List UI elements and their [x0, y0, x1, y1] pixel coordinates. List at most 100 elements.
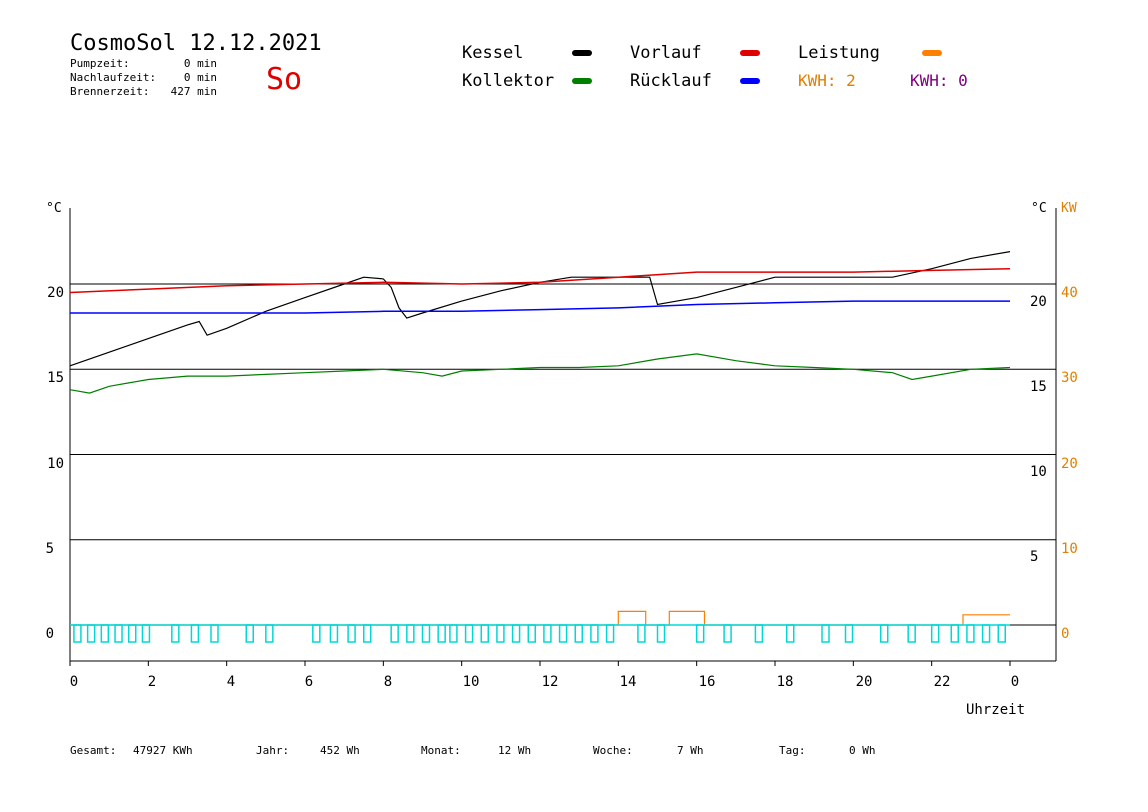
pump-pulse [100, 624, 110, 643]
pump-time-value: 0 min [184, 57, 217, 70]
left-tick-5: 5 [46, 541, 54, 557]
left-tick-labels: 20 15 10 5 0 [46, 285, 64, 642]
overrun-time-value: 0 min [184, 71, 217, 84]
pump-pulse [245, 624, 254, 643]
footer-day-label: Tag: [779, 744, 806, 757]
pump-pulse [363, 624, 372, 643]
legend-label-kollektor: Kollektor [462, 71, 554, 91]
series-line-vorlauf [69, 267, 1011, 294]
pump-pulse [605, 624, 615, 643]
pump-pulse [637, 624, 646, 643]
pump-pulse [527, 624, 536, 643]
right-tick-5: 5 [1030, 549, 1038, 565]
legend-swatch-ruecklauf [740, 78, 760, 84]
footer-total-value: 47927 KWh [133, 744, 193, 757]
series-line-leistung [70, 610, 1010, 626]
pump-pulse [574, 624, 583, 643]
pump-pulse [190, 624, 200, 643]
kw-tick-10: 10 [1061, 541, 1078, 557]
pump-pulse [511, 624, 521, 643]
right-tick-15: 15 [1030, 379, 1047, 395]
pump-pulse [171, 624, 180, 643]
kw-tick-labels: 40 30 20 10 0 [1061, 285, 1078, 642]
left-tick-20: 20 [47, 285, 64, 301]
x-tick-2: 2 [148, 674, 156, 690]
pump-pulse [421, 624, 431, 643]
legend-swatch-kessel [572, 50, 592, 56]
footer-month-label: Monat: [421, 744, 461, 757]
pump-pulse [449, 624, 458, 643]
x-tick-18: 18 [777, 674, 794, 690]
pump-pulse [997, 624, 1006, 643]
x-tick-20: 20 [856, 674, 873, 690]
x-tick-24: 0 [1011, 674, 1019, 690]
x-tick-0: 0 [70, 674, 78, 690]
pump-pulse [210, 624, 219, 643]
pump-pulse [437, 624, 446, 643]
pump-pulse-layer [70, 624, 1010, 643]
pump-pulse [73, 624, 82, 643]
x-tick-16: 16 [699, 674, 716, 690]
footer-month-value: 12 Wh [498, 744, 531, 757]
pump-pulse [723, 624, 732, 643]
footer-year-label: Jahr: [256, 744, 289, 757]
series-line-kessel [69, 251, 1011, 367]
kw-tick-30: 30 [1061, 370, 1078, 386]
pump-pulse [754, 624, 764, 643]
chart-title: CosmoSol 12.12.2021 [70, 31, 322, 56]
footer-day-value: 0 Wh [849, 744, 876, 757]
pump-pulse [558, 624, 568, 643]
pump-pulse [128, 624, 137, 643]
pump-pulse [141, 624, 151, 643]
pump-pulse [543, 624, 552, 643]
pump-pulse [695, 624, 705, 643]
x-tick-22: 22 [934, 674, 951, 690]
pump-pulse [406, 624, 415, 643]
pump-pulse [480, 624, 489, 643]
footer-week-label: Woche: [593, 744, 633, 757]
pump-pulse [312, 624, 321, 643]
series-layer [69, 251, 1011, 626]
pump-pulse [821, 624, 830, 643]
pump-pulse [464, 624, 474, 643]
right-tick-10: 10 [1030, 464, 1047, 480]
footer-week-value: 7 Wh [677, 744, 704, 757]
pump-time-label: Pumpzeit: [70, 57, 130, 70]
legend-swatch-kollektor [572, 78, 592, 84]
x-tick-labels: 0 2 4 6 8 10 12 14 16 18 20 22 0 [70, 674, 1019, 690]
x-tick-4: 4 [227, 674, 235, 690]
left-tick-15: 15 [47, 370, 64, 386]
left-tick-0: 0 [46, 626, 54, 642]
legend-swatch-leistung [922, 50, 942, 56]
burner-time-label: Brennerzeit: [70, 85, 149, 98]
right-tick-labels: 20 15 10 5 [1030, 294, 1047, 565]
pump-pulse [590, 624, 599, 643]
x-tick-marks [69, 661, 1011, 666]
left-tick-10: 10 [47, 456, 64, 472]
x-tick-6: 6 [305, 674, 313, 690]
right-tick-20: 20 [1030, 294, 1047, 310]
kw-tick-20: 20 [1061, 456, 1078, 472]
x-tick-12: 12 [542, 674, 559, 690]
kw-tick-0: 0 [1061, 626, 1069, 642]
kwh-label-1: KWH: 2 [798, 71, 856, 90]
legend-label-kessel: Kessel [462, 43, 523, 63]
x-tick-14: 14 [620, 674, 637, 690]
pump-pulse [950, 624, 959, 643]
pump-pulse [496, 624, 505, 643]
overrun-time-label: Nachlaufzeit: [70, 71, 156, 84]
pump-pulse [981, 624, 991, 643]
left-axis-unit: °C [46, 201, 62, 216]
pump-pulse [880, 624, 889, 643]
kwh-label-2: KWH: 0 [910, 71, 968, 90]
pump-pulse [347, 624, 356, 643]
footer-total-label: Gesamt: [70, 744, 116, 757]
footer-year-value: 452 Wh [320, 744, 360, 757]
pump-pulse [930, 624, 940, 643]
series-line-kollektor [69, 353, 1011, 394]
series-line-ruecklauf [70, 300, 1010, 314]
pump-pulse [656, 624, 666, 643]
pump-pulse [786, 624, 795, 643]
pump-pulse [844, 624, 854, 643]
